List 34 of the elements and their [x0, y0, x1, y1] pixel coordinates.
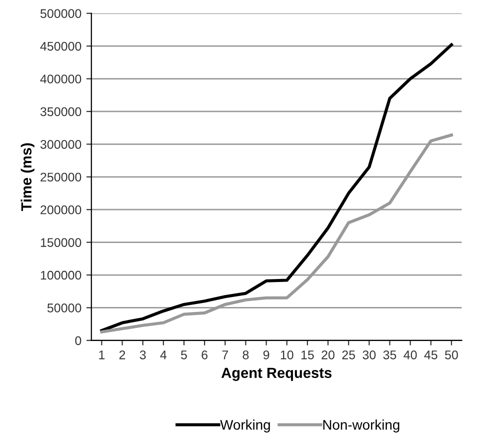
- x-tick-label: 35: [383, 350, 396, 360]
- y-tick-label: 0: [75, 336, 82, 346]
- y-tick-label: 200000: [40, 205, 82, 214]
- x-tick-label: 20: [322, 350, 334, 360]
- x-tick-label: 9: [263, 350, 270, 360]
- x-tick-label: 30: [362, 350, 376, 360]
- y-tick-label: 450000: [40, 42, 82, 51]
- x-tick-label: 15: [301, 350, 314, 360]
- x-tick-label: 6: [202, 350, 208, 360]
- y-tick-label: 250000: [40, 172, 82, 182]
- x-tick-label: 10: [280, 350, 294, 360]
- x-tick-label: 4: [160, 350, 167, 360]
- line-series: [100, 43, 453, 332]
- y-tick-label: 500000: [40, 9, 82, 18]
- x-tick-label: 3: [140, 350, 146, 360]
- x-tick-label: 1: [99, 350, 105, 360]
- x-tick-label: 50: [445, 350, 458, 360]
- x-tick-label: 7: [222, 350, 228, 360]
- x-tick-label: 40: [404, 350, 417, 360]
- y-tick-label: 350000: [40, 107, 82, 116]
- legend-label: Working: [220, 420, 270, 432]
- x-tick-label: 45: [424, 350, 438, 360]
- x-tick-label: 8: [242, 350, 249, 360]
- y-tick-label: 400000: [40, 74, 82, 84]
- y-axis-title: Time (ms): [20, 143, 34, 212]
- y-tick-label: 150000: [40, 238, 82, 247]
- x-tick-label: 25: [342, 350, 356, 360]
- x-axis-title: Agent Requests: [221, 368, 332, 381]
- legend-label: Non-working: [323, 420, 400, 432]
- y-tick-label: 100000: [40, 270, 82, 280]
- y-tick-label: 50000: [47, 304, 82, 312]
- x-tick-label: 5: [181, 350, 187, 360]
- x-tick-label: 2: [119, 350, 126, 360]
- y-tick-label: 300000: [40, 140, 82, 149]
